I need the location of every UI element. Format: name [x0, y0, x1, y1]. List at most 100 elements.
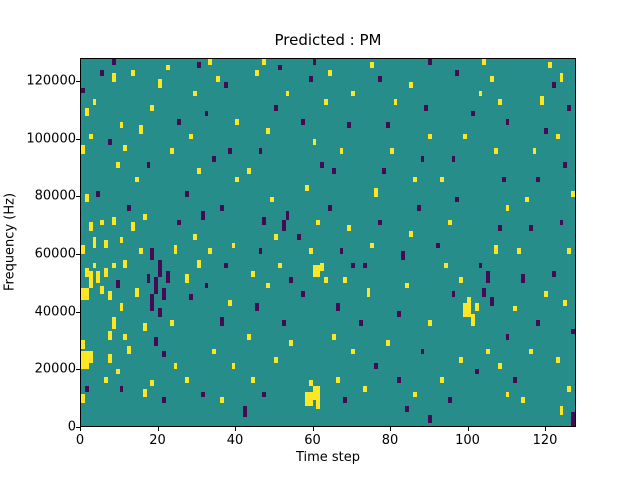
heatmap-cell [196, 167, 201, 174]
heatmap-cell [335, 302, 340, 312]
heatmap-cell [501, 176, 506, 183]
heatmap-cell [189, 133, 193, 140]
heatmap-cell [482, 59, 487, 65]
heatmap-cell [378, 219, 383, 226]
heatmap-cell [200, 391, 205, 398]
heatmap-cell [81, 145, 85, 154]
heatmap-cell [486, 271, 491, 283]
heatmap-cell [108, 331, 112, 340]
heatmap-cell [123, 259, 128, 269]
heatmap-cell [227, 299, 232, 306]
heatmap-cell [92, 236, 97, 249]
heatmap-cell [277, 262, 282, 269]
heatmap-cell [185, 190, 190, 197]
heatmap-cell [146, 162, 151, 168]
heatmap-cell [428, 133, 433, 140]
heatmap-cell [231, 242, 236, 249]
heatmap-cell [351, 90, 356, 97]
heatmap-cell [493, 245, 498, 254]
heatmap-cell [316, 219, 321, 226]
x-tick-label: 20 [149, 433, 166, 448]
heatmap-cell [362, 385, 367, 392]
x-tick-mark [80, 427, 81, 431]
heatmap-cell [559, 219, 564, 226]
heatmap-cell [393, 99, 398, 105]
heatmap-cell [192, 233, 197, 240]
heatmap-cell [455, 196, 460, 203]
heatmap-cell [412, 176, 417, 183]
heatmap-cell [347, 122, 352, 128]
heatmap-cell [493, 147, 498, 154]
heatmap-cell [451, 156, 456, 163]
heatmap-cell [216, 76, 220, 82]
heatmap-cell [111, 59, 116, 65]
heatmap-cell [150, 248, 155, 260]
heatmap-cell [331, 167, 336, 174]
heatmap-cell [119, 122, 124, 128]
heatmap-cell [567, 104, 572, 111]
x-tick-label: 80 [381, 433, 399, 448]
heatmap-cell [540, 96, 545, 105]
heatmap-cell [463, 302, 471, 318]
heatmap-cell [208, 59, 213, 65]
heatmap-cell [123, 334, 128, 340]
x-axis-label: Time step [295, 450, 361, 465]
y-tick-label: 0 [67, 419, 76, 435]
heatmap-cell [409, 231, 413, 237]
heatmap-cell [81, 340, 85, 349]
heatmap-cell [119, 385, 124, 392]
y-tick-label: 80000 [34, 188, 76, 204]
heatmap-cell [551, 81, 556, 88]
heatmap-cell [563, 162, 568, 168]
heatmap-cell [470, 110, 475, 117]
heatmap-cell [100, 70, 105, 77]
heatmap-cell [223, 81, 228, 88]
heatmap-cell [385, 339, 390, 346]
heatmap-cell [162, 351, 166, 358]
heatmap-cell [420, 156, 425, 163]
heatmap-cell [266, 282, 271, 289]
heatmap-cell [497, 362, 502, 369]
heatmap-cell [370, 242, 375, 249]
heatmap-cell [273, 104, 278, 111]
heatmap-cell [505, 391, 510, 398]
heatmap-cell [405, 282, 410, 289]
heatmap-cell [212, 156, 217, 163]
heatmap-cell [111, 317, 116, 329]
heatmap-cell [115, 279, 120, 289]
heatmap-cell [567, 385, 572, 392]
heatmap-cell [88, 133, 93, 140]
heatmap-cell [219, 397, 224, 404]
heatmap-cell [571, 411, 575, 426]
heatmap-cell [281, 319, 286, 326]
heatmap-cell [81, 351, 89, 369]
heatmap-cell [536, 176, 541, 183]
heatmap-cell [536, 319, 541, 326]
heatmap-cell [528, 348, 533, 355]
heatmap-cell [285, 90, 290, 97]
heatmap-cell [154, 337, 159, 346]
heatmap-cell [331, 334, 336, 340]
heatmap-cell [96, 271, 101, 283]
heatmap-cell [482, 288, 487, 297]
heatmap-cell [513, 305, 518, 312]
heatmap-cell [243, 405, 247, 418]
heatmap-cell [235, 119, 240, 125]
heatmap-cell [517, 248, 521, 254]
heatmap-cell [289, 276, 294, 283]
heatmap-cell [324, 276, 328, 283]
heatmap-cell [563, 299, 568, 306]
heatmap-cell [524, 196, 529, 203]
heatmap-cell [343, 276, 348, 283]
heatmap-cell [447, 397, 452, 404]
heatmap-cell [463, 133, 467, 140]
heatmap-cell [96, 190, 101, 197]
heatmap-cell [447, 219, 452, 226]
heatmap-cell [138, 248, 143, 254]
heatmap-cell [474, 302, 479, 312]
heatmap-cell [84, 107, 89, 117]
heatmap-cell [127, 205, 132, 211]
heatmap-cell [304, 391, 313, 406]
heatmap-cell [308, 248, 313, 254]
heatmap-cell [401, 251, 406, 260]
